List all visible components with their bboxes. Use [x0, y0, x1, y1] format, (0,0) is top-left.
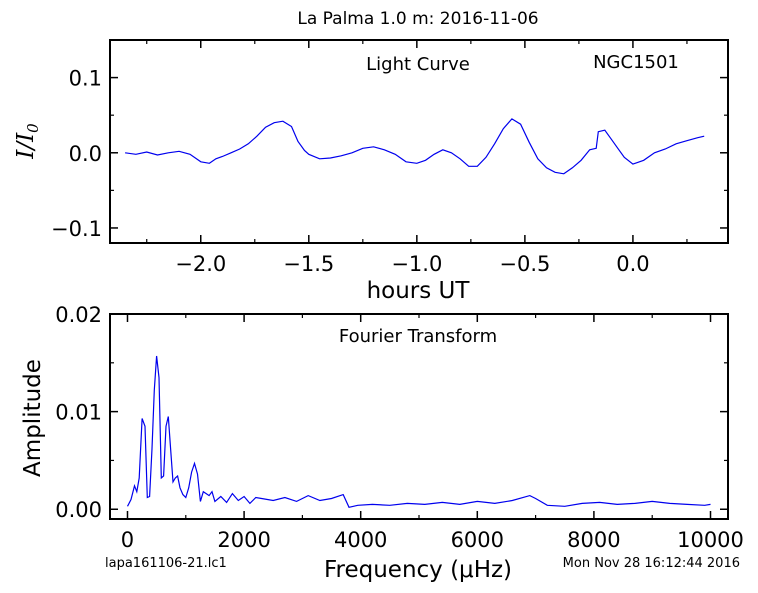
- light-curve-ticks: −2.0 −1.5 −1.0 −0.5 0.0 −0.1 0.0 0.1: [51, 40, 728, 276]
- fourier-ylabel: Amplitude: [20, 359, 46, 477]
- light-curve-series-line: [125, 118, 705, 175]
- light-curve-title: Light Curve: [366, 54, 470, 75]
- fourier-ytick-label: 0.00: [55, 498, 102, 522]
- fourier-xtick-label: 8000: [567, 528, 620, 552]
- fourier-panel: 0 2000 4000 6000 8000 10000 0.00 0.01 0.02 Fouri…: [20, 303, 744, 583]
- light-curve-ylabel: I/I0: [13, 123, 42, 160]
- page-title: La Palma 1.0 m: 2016-11-06: [297, 9, 538, 29]
- footer-timestamp: Mon Nov 28 16:12:44 2016: [563, 556, 740, 571]
- footer-filename: lapa161106-21.lc1: [105, 556, 227, 571]
- light-curve-ytick-label: 0.1: [69, 67, 102, 91]
- light-curve-xtick-label: −2.0: [175, 252, 226, 276]
- light-curve-xtick-label: 0.0: [616, 252, 649, 276]
- light-curve-xtick-label: −0.5: [499, 252, 550, 276]
- fourier-xtick-label: 0: [121, 528, 134, 552]
- fourier-ticks: 0 2000 4000 6000 8000 10000 0.00 0.01 0.02: [55, 303, 744, 552]
- light-curve-xtick-label: −1.0: [391, 252, 442, 276]
- fourier-xtick-label: 6000: [451, 528, 504, 552]
- light-curve-panel: −2.0 −1.5 −1.0 −0.5 0.0 −0.1 0.0 0.1 Light Curv…: [13, 39, 729, 304]
- fourier-xlabel: Frequency (μHz): [324, 557, 512, 583]
- fourier-series-line: [126, 355, 711, 508]
- fourier-ytick-label: 0.02: [55, 303, 102, 327]
- light-curve-ytick-label: 0.0: [69, 142, 102, 166]
- light-curve-annotation: NGC1501: [593, 52, 679, 73]
- fourier-xtick-label: 4000: [334, 528, 387, 552]
- fourier-title: Fourier Transform: [339, 326, 497, 347]
- fourier-ytick-label: 0.01: [55, 401, 102, 425]
- fourier-xtick-label: 2000: [217, 528, 270, 552]
- light-curve-xtick-label: −1.5: [283, 252, 334, 276]
- light-curve-ytick-label: −0.1: [51, 217, 102, 241]
- fourier-xtick-label: 10000: [677, 528, 744, 552]
- light-curve-axes-frame: [109, 39, 729, 244]
- light-curve-xlabel: hours UT: [367, 278, 471, 304]
- fourier-axes-frame: [109, 313, 729, 520]
